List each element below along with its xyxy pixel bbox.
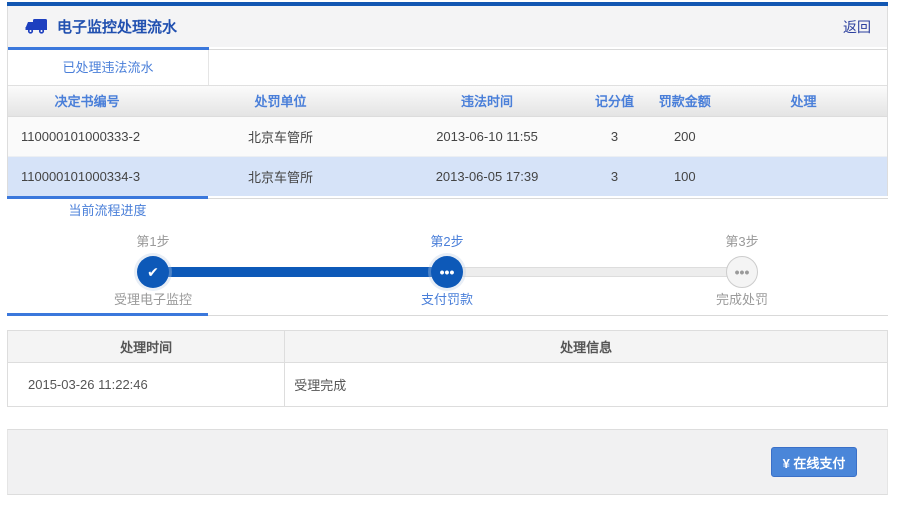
- tab-processed-violations[interactable]: 已处理违法流水: [8, 50, 209, 85]
- section-divider: [7, 313, 888, 316]
- history-header-row: 处理时间 处理信息: [6, 330, 888, 363]
- step3-ellipsis-icon: •••: [726, 256, 758, 288]
- col-action: 处理: [719, 86, 887, 117]
- col-penalty-unit: 处罚单位: [166, 86, 395, 117]
- section-divider: [7, 196, 888, 199]
- col-process-info: 处理信息: [284, 330, 888, 363]
- active-tab-indicator: [7, 313, 208, 316]
- progress-tracker: 第1步 第2步 第3步 ✔ ••• ••• 受理电子监控 支付罚款 完成处罚: [7, 225, 888, 313]
- cell-violation-time: 2013-06-05 17:39: [435, 168, 539, 184]
- cell-decision-no: 110000101000334-3: [21, 168, 141, 184]
- active-tab-indicator: [7, 196, 208, 199]
- top-accent-bar: [7, 2, 888, 6]
- online-pay-button[interactable]: ¥ 在线支付: [771, 447, 857, 477]
- cell-points: 3: [610, 168, 619, 184]
- cell-process-time: 2015-03-26 11:22:46: [6, 362, 286, 407]
- step1-check-icon: ✔: [137, 256, 169, 288]
- cell-penalty-unit: 北京车管所: [247, 169, 313, 185]
- page-title: 电子监控处理流水: [57, 19, 178, 36]
- tab-row-progress: 当前流程进度: [7, 199, 888, 225]
- cell-action: [720, 156, 887, 196]
- violations-table: 决定书编号 处罚单位 违法时间 记分值 罚款金额 处理 110000101000…: [8, 86, 887, 196]
- col-fine-amount: 罚款金额: [649, 86, 720, 117]
- history-row: 2015-03-26 11:22:46 受理完成: [6, 362, 888, 407]
- step3-label: 第3步: [725, 234, 759, 249]
- cell-decision-no: 110000101000333-2: [8, 116, 167, 157]
- cell-violation-time: 2013-06-10 11:55: [394, 116, 580, 157]
- col-decision-no: 决定书编号: [8, 86, 167, 117]
- step1-label: 第1步: [136, 234, 170, 249]
- step2-name: 支付罚款: [420, 292, 474, 307]
- progress-bar-done: [153, 267, 447, 277]
- step2-label: 第2步: [430, 234, 464, 249]
- step2-ellipsis-icon: •••: [431, 256, 463, 288]
- table-row-selected[interactable]: 110000101000334-3 北京车管所 2013-06-05 17:39…: [8, 156, 887, 196]
- cell-penalty-unit: 北京车管所: [166, 116, 395, 157]
- history-table: 处理时间 处理信息 2015-03-26 11:22:46 受理完成: [6, 330, 888, 407]
- col-violation-time: 违法时间: [394, 86, 580, 117]
- col-process-time: 处理时间: [6, 330, 286, 363]
- cell-process-info: 受理完成: [284, 362, 888, 407]
- cell-fine-amount: 100: [673, 168, 696, 184]
- cell-action: [719, 116, 887, 157]
- truck-icon: [24, 18, 48, 35]
- tab-current-progress[interactable]: 当前流程进度: [68, 203, 147, 218]
- cell-fine-amount: 200: [649, 116, 720, 157]
- back-link[interactable]: 返回: [843, 18, 871, 35]
- col-points: 记分值: [579, 86, 650, 117]
- table-row[interactable]: 110000101000333-2 北京车管所 2013-06-10 11:55…: [8, 116, 887, 157]
- progress-bar-todo: [447, 267, 742, 277]
- active-tab-indicator: [8, 47, 209, 50]
- step1-name: 受理电子监控: [113, 292, 193, 307]
- violations-header-row: 决定书编号 处罚单位 违法时间 记分值 罚款金额 处理: [8, 86, 887, 117]
- footer-bar: ¥ 在线支付: [7, 429, 888, 495]
- tab-row-processed: 已处理违法流水: [8, 50, 887, 86]
- section-divider: [8, 47, 887, 50]
- step3-name: 完成处罚: [715, 292, 769, 307]
- cell-points: 3: [579, 116, 650, 157]
- main-panel: 电子监控处理流水 返回 已处理违法流水 决定书编号 处罚单位 违法时间 记分值: [6, 2, 888, 495]
- page-header: 电子监控处理流水 返回: [8, 6, 887, 47]
